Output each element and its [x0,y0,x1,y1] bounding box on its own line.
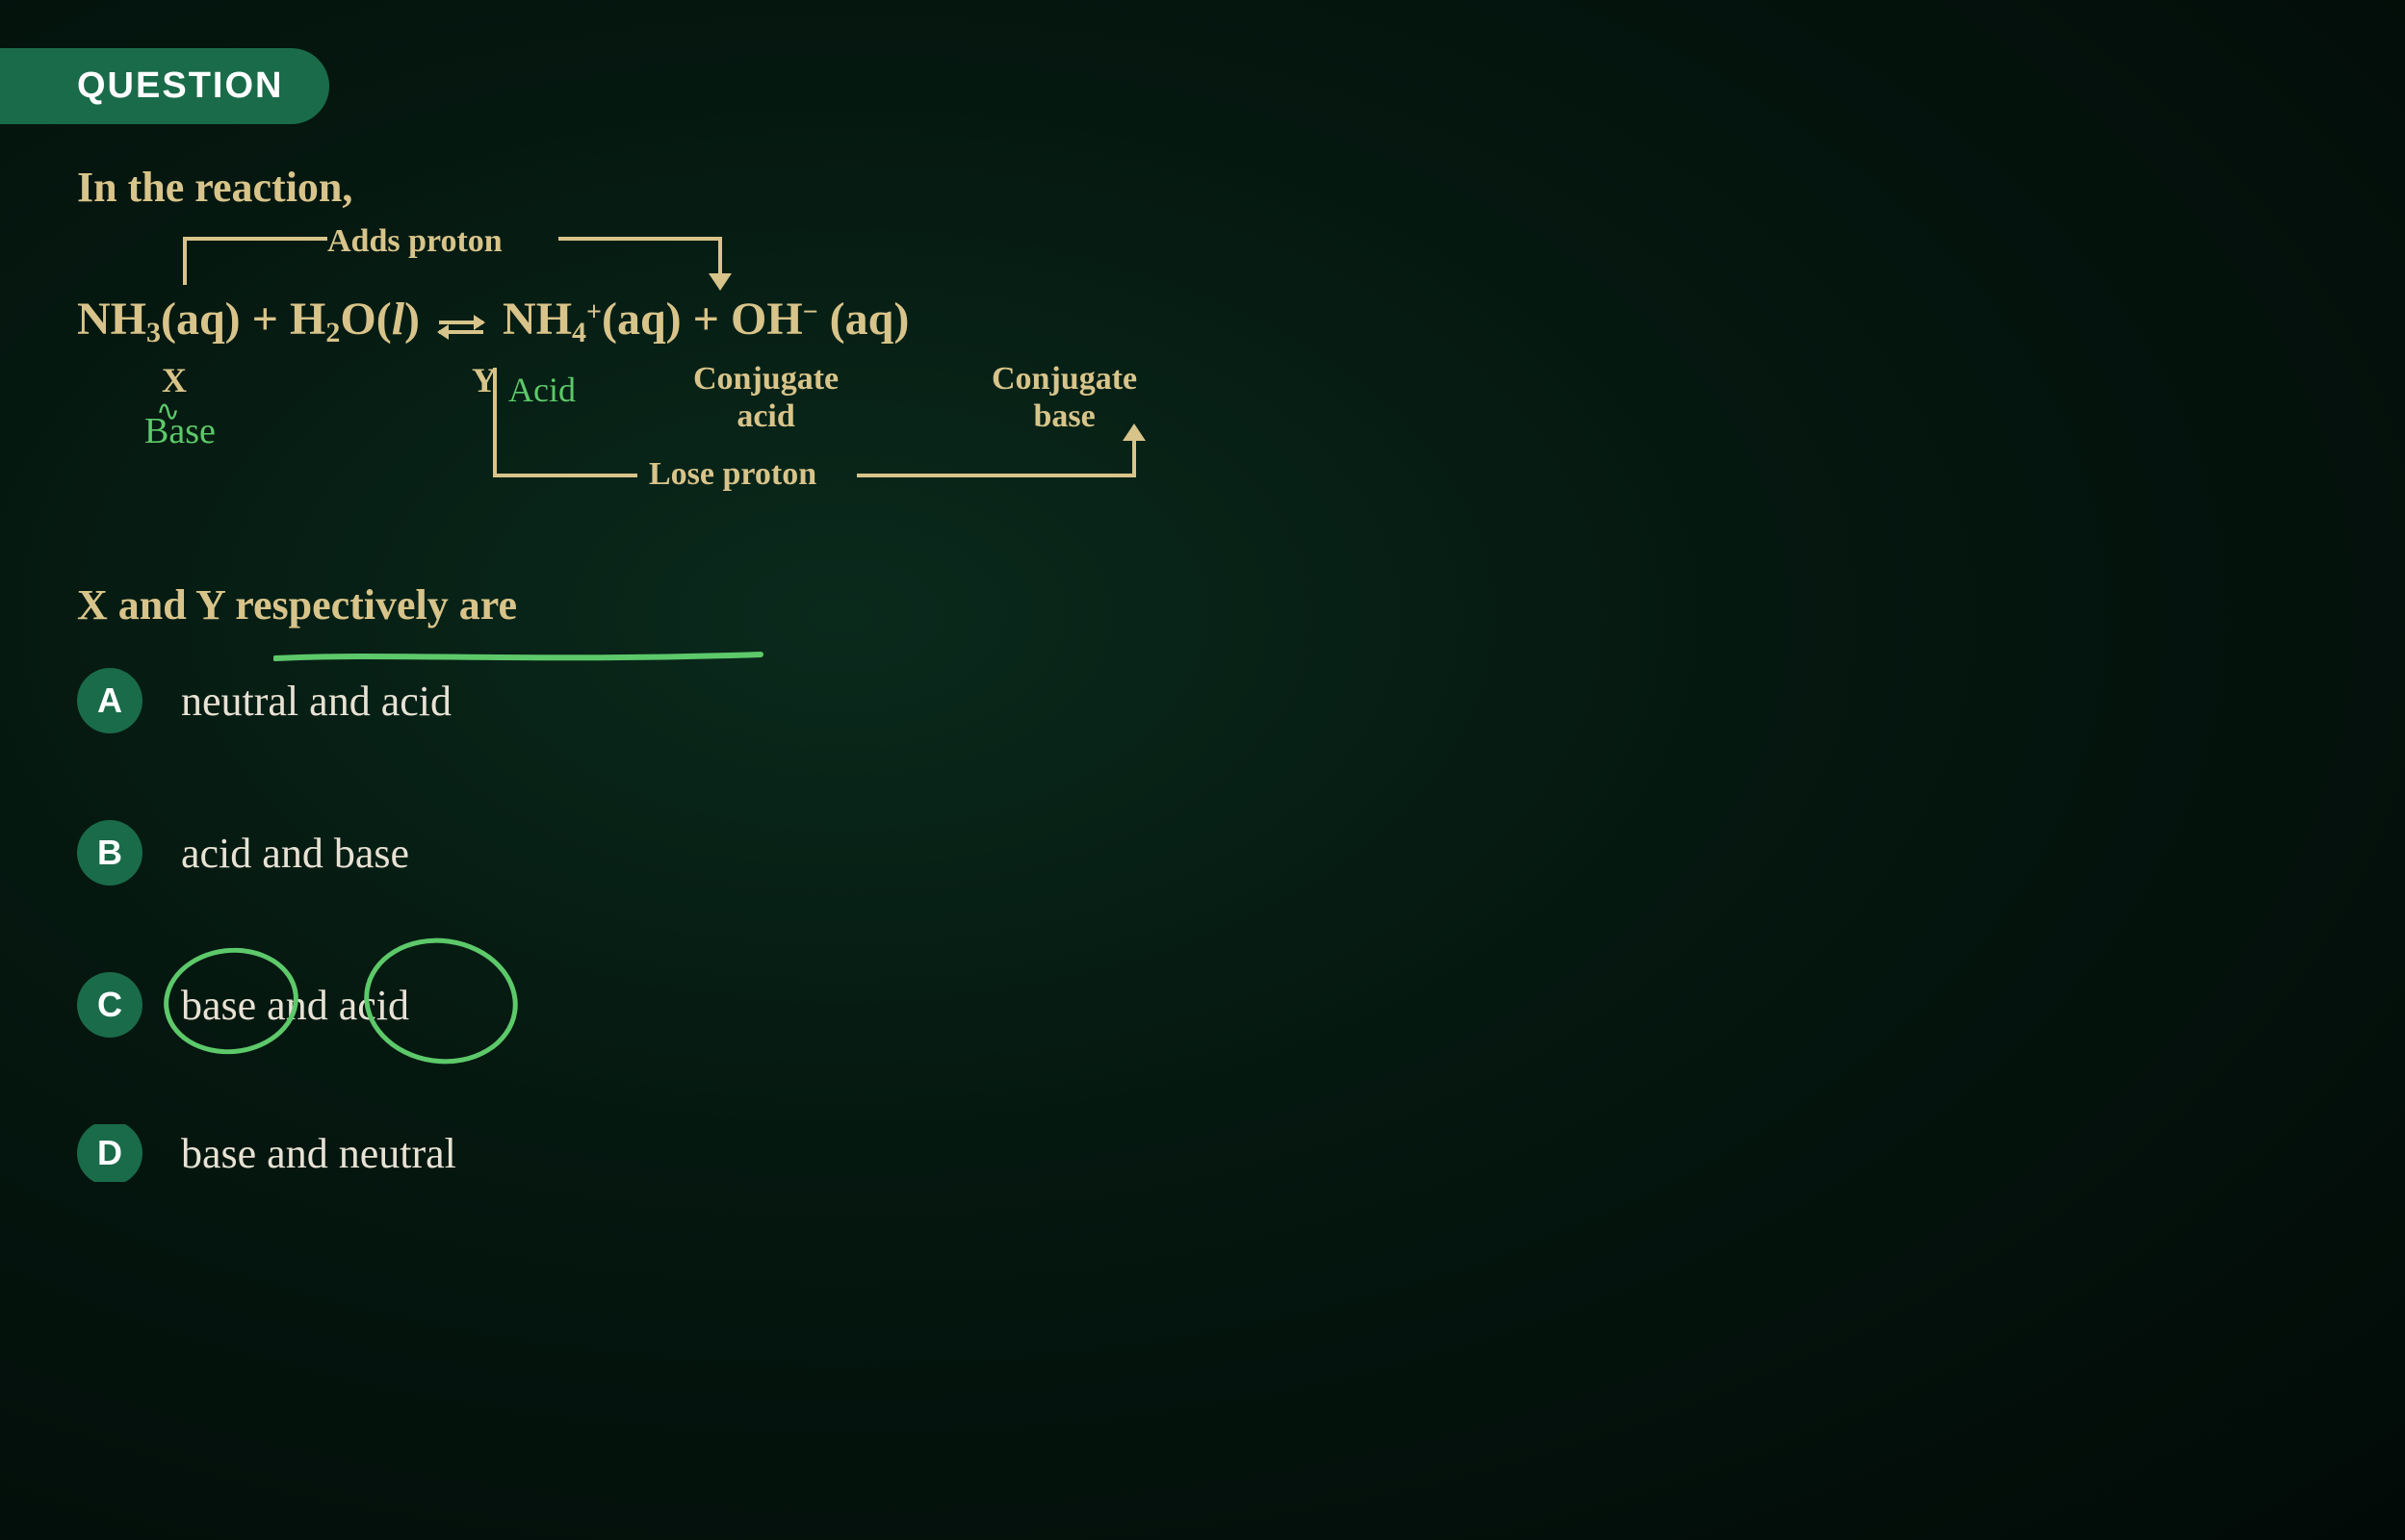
bracket-segment [558,237,722,241]
arrowhead-down-icon [709,273,732,291]
conjugate-acid-label: Conjugate acid [693,360,839,435]
intro-text: In the reaction, [77,163,2405,212]
label-line: Conjugate [693,361,839,397]
species-nh3: NH3(aq) [77,294,241,345]
reaction-equation: NH3(aq) + H2O(l) NH4+(aq) + OH− (aq) [77,293,909,349]
bracket-segment [493,368,497,410]
question-badge: QUESTION [0,48,329,124]
options-list: A neutral and acid B acid and base C bas… [77,668,2405,1182]
option-text: neutral and acid [181,677,452,726]
option-badge: C [77,972,142,1038]
adds-proton-label: Adds proton [327,223,503,260]
option-text-wrap: base and acid [181,981,409,1030]
question-line-text: X and Y respectively are [77,581,517,629]
bracket-segment [493,410,497,477]
option-b[interactable]: B acid and base [77,820,2405,886]
species-oh: OH− (aq) [731,294,909,345]
conjugate-base-label: Conjugate base [992,360,1137,435]
option-badge: B [77,820,142,886]
option-badge: D [77,1124,142,1182]
species-h2o: H2O(l) [290,294,420,345]
plus-sign: + [693,294,731,345]
label-line: base [1033,398,1095,434]
label-line: Conjugate [992,361,1137,397]
option-text: base and neutral [181,1129,456,1178]
equilibrium-arrows-icon [431,321,491,334]
handwriting-acid: Acid [508,370,576,410]
plus-sign: + [252,294,290,345]
option-text: acid and base [181,829,409,878]
bracket-segment [857,474,1136,477]
bracket-segment [718,237,722,277]
option-text: base and acid [181,982,409,1029]
lose-proton-label: Lose proton [649,456,816,493]
option-a[interactable]: A neutral and acid [77,668,2405,733]
option-c[interactable]: C base and acid [77,972,2405,1038]
label-line: acid [737,398,794,434]
arrowhead-up-icon [1123,424,1146,441]
hand-underline [273,626,764,639]
option-badge: A [77,668,142,733]
content-area: In the reaction, Adds proton NH3(aq) + H… [0,163,2405,1182]
bracket-segment [183,237,187,285]
bracket-segment [493,474,637,477]
bracket-segment [1132,439,1136,477]
question-line: X and Y respectively are [77,580,517,629]
option-d[interactable]: D base and neutral [77,1124,2405,1182]
bracket-segment [183,237,327,241]
handwriting-base: Base [144,410,216,452]
reaction-diagram: Adds proton NH3(aq) + H2O(l) NH4+(aq) + … [77,218,1271,583]
species-nh4: NH4+(aq) [503,294,682,345]
